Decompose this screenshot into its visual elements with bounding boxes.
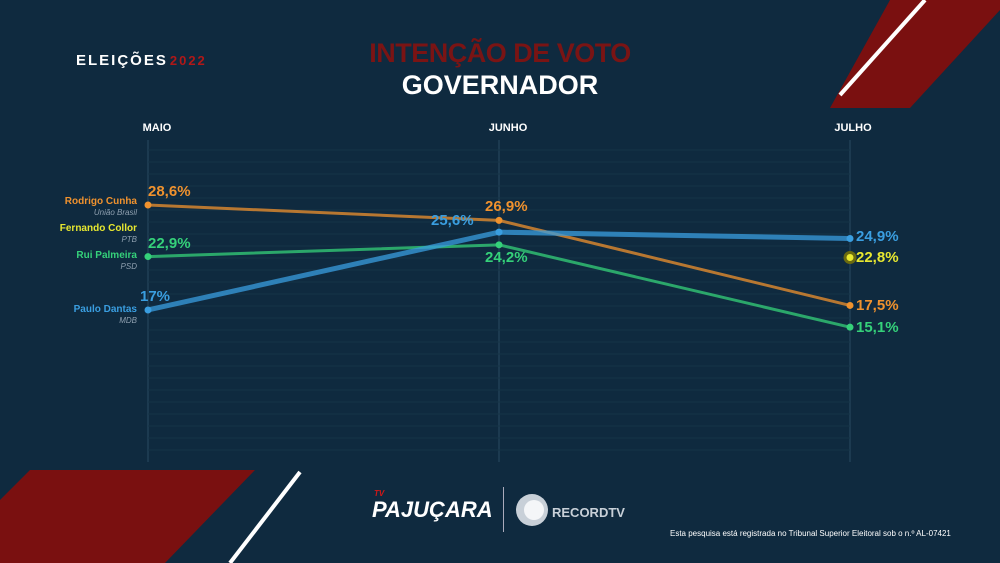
data-point bbox=[495, 241, 503, 249]
legend-rui-palmeira: Rui Palmeira PSD bbox=[76, 250, 137, 271]
x-tick-julho: JULHO bbox=[834, 122, 872, 134]
registration-note: Esta pesquisa está registrada no Tribuna… bbox=[670, 529, 951, 538]
logo-divider bbox=[503, 487, 504, 532]
data-label: 25,6% bbox=[431, 212, 474, 230]
data-point bbox=[144, 306, 152, 314]
x-tick-maio: MAIO bbox=[142, 122, 172, 134]
data-point bbox=[843, 250, 857, 264]
record-logo-icon bbox=[516, 494, 548, 526]
recordtv-logo: RECORDTV bbox=[552, 505, 625, 520]
white-stripe-bottom bbox=[228, 470, 302, 563]
data-point bbox=[846, 323, 854, 331]
data-label: 22,9% bbox=[148, 234, 191, 252]
white-stripe-top bbox=[838, 0, 927, 97]
chart-title: INTENÇÃO DE VOTO bbox=[369, 38, 631, 68]
data-label: 22,8% bbox=[856, 249, 899, 267]
data-label: 15,1% bbox=[856, 319, 899, 337]
x-tick-junho: JUNHO bbox=[488, 122, 528, 134]
data-label: 28,6% bbox=[148, 183, 191, 200]
legend-fernando-collor: Fernando Collor PTB bbox=[59, 223, 137, 244]
legend-rodrigo-cunha: Rodrigo Cunha União Brasil bbox=[64, 196, 137, 217]
data-label: 26,9% bbox=[485, 198, 528, 216]
data-label: 24,2% bbox=[485, 248, 528, 266]
red-stripe-top bbox=[830, 0, 1000, 108]
data-point bbox=[144, 253, 152, 261]
data-point bbox=[846, 234, 854, 242]
data-point bbox=[495, 216, 503, 224]
elections-logo: ELEIÇÕES 2022 bbox=[76, 52, 207, 69]
data-label: 24,9% bbox=[856, 228, 899, 246]
tv-pajucara-logo: TV PAJUÇARA bbox=[372, 489, 493, 522]
data-label: 17,5% bbox=[856, 297, 899, 315]
data-point bbox=[495, 228, 503, 236]
chart-subtitle: GOVERNADOR bbox=[401, 70, 599, 100]
red-stripe-bottom bbox=[0, 470, 255, 563]
data-label: 17% bbox=[140, 287, 171, 305]
legend-paulo-dantas: Paulo Dantas MDB bbox=[73, 304, 137, 325]
data-point bbox=[846, 301, 854, 309]
data-point bbox=[144, 201, 152, 209]
